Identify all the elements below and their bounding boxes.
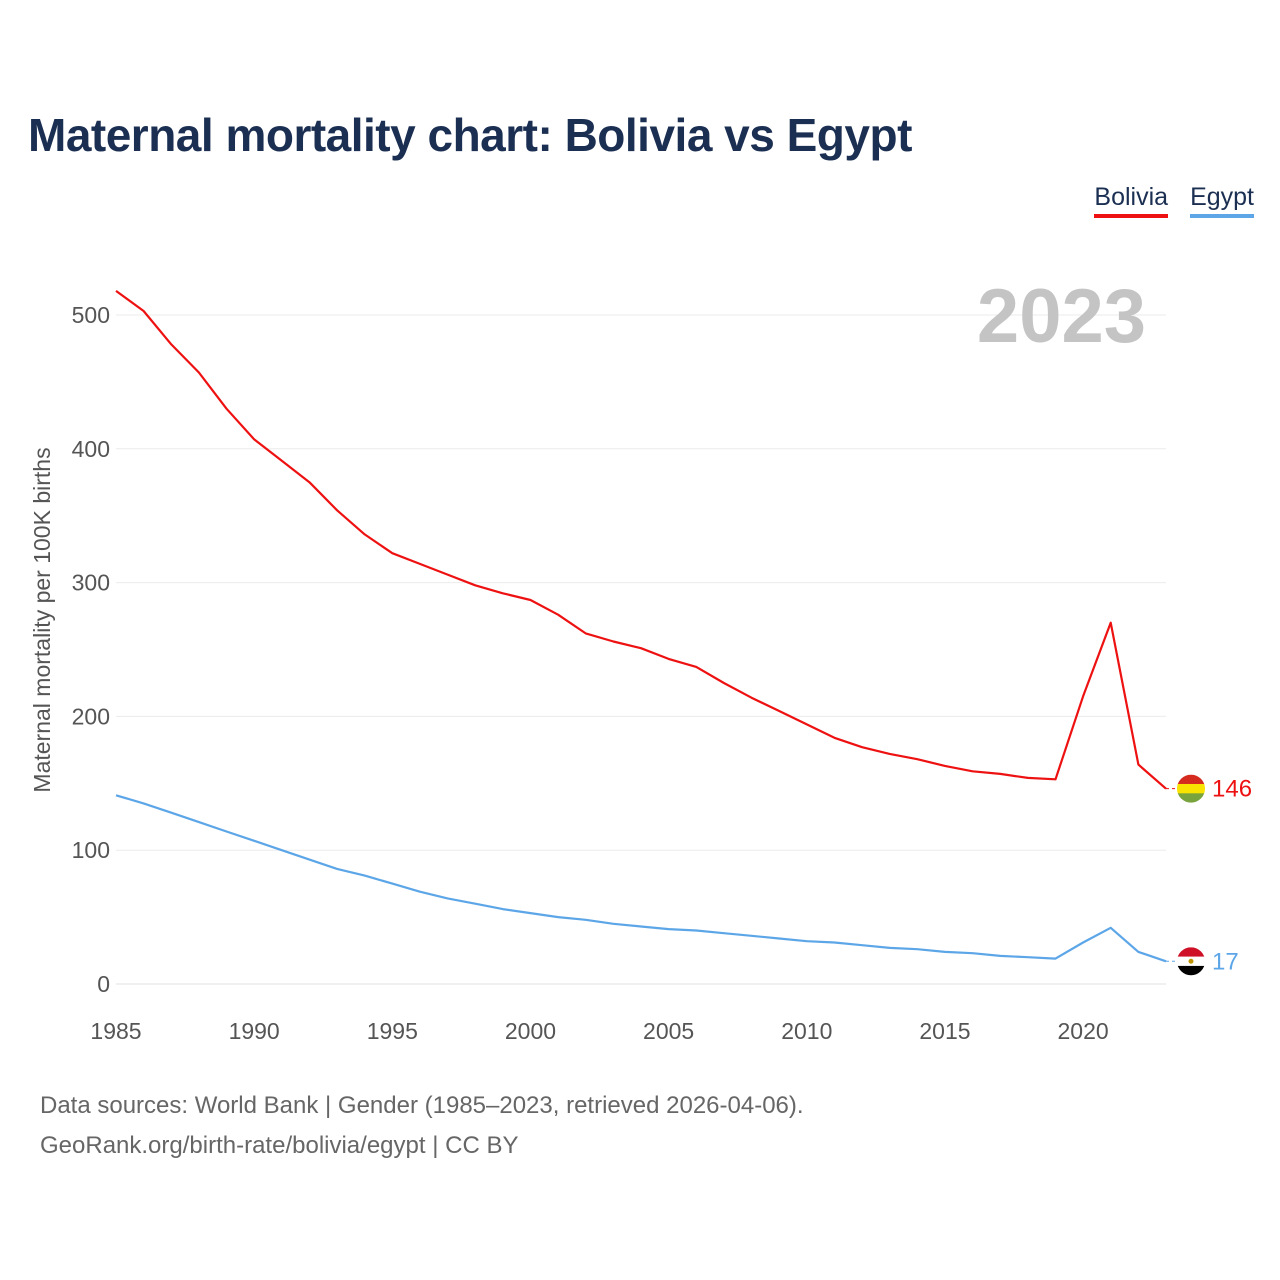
- sources-line-1: Data sources: World Bank | Gender (1985–…: [40, 1092, 804, 1119]
- grid-lines: [116, 314, 1166, 985]
- y-axis-title: Maternal mortality per 100K births: [29, 447, 55, 792]
- line-chart: 0 100 200 300 400 500 1985 1990 1995 2000 2005 201…: [29, 274, 1252, 1044]
- x-tick-label: 2005: [643, 1018, 694, 1044]
- y-tick-label: 200: [72, 703, 110, 729]
- series-lines: [115, 290, 1167, 963]
- end-markers: 146 17: [1166, 774, 1252, 976]
- y-tick-label: 100: [72, 837, 110, 863]
- y-tick-label: 0: [97, 971, 110, 997]
- sources-note: Data sources: World Bank | Gender (1985–…: [40, 1086, 804, 1166]
- x-axis-ticks: 1985 1990 1995 2000 2005 2010 2015 2020: [90, 1018, 1108, 1044]
- x-tick-label: 2020: [1058, 1018, 1109, 1044]
- year-overlay: 2023: [977, 274, 1146, 359]
- y-tick-label: 500: [72, 302, 110, 328]
- y-axis-ticks: 0 100 200 300 400 500: [72, 302, 110, 997]
- x-tick-label: 1985: [90, 1018, 141, 1044]
- legend-item-bolivia[interactable]: Bolivia: [1094, 183, 1169, 218]
- x-tick-label: 2010: [781, 1018, 832, 1044]
- end-value-label-bolivia: 146: [1212, 776, 1252, 803]
- x-tick-label: 2015: [919, 1018, 970, 1044]
- y-tick-label: 300: [72, 570, 110, 596]
- series-line-egypt: [115, 794, 1167, 963]
- egypt-flag-icon: [1177, 947, 1205, 976]
- x-tick-label: 1990: [229, 1018, 280, 1044]
- end-value-label-egypt: 17: [1212, 948, 1239, 975]
- chart-title: Maternal mortality chart: Bolivia vs Egy…: [28, 109, 912, 161]
- bolivia-flag-icon: [1177, 774, 1205, 803]
- x-tick-label: 1995: [367, 1018, 418, 1044]
- y-tick-label: 400: [72, 436, 110, 462]
- sources-line-2[interactable]: GeoRank.org/birth-rate/bolivia/egypt | C…: [40, 1132, 519, 1159]
- legend-item-egypt[interactable]: Egypt: [1190, 183, 1254, 218]
- series-line-bolivia: [115, 290, 1167, 790]
- x-tick-label: 2000: [505, 1018, 556, 1044]
- legend: Bolivia Egypt: [1094, 183, 1254, 218]
